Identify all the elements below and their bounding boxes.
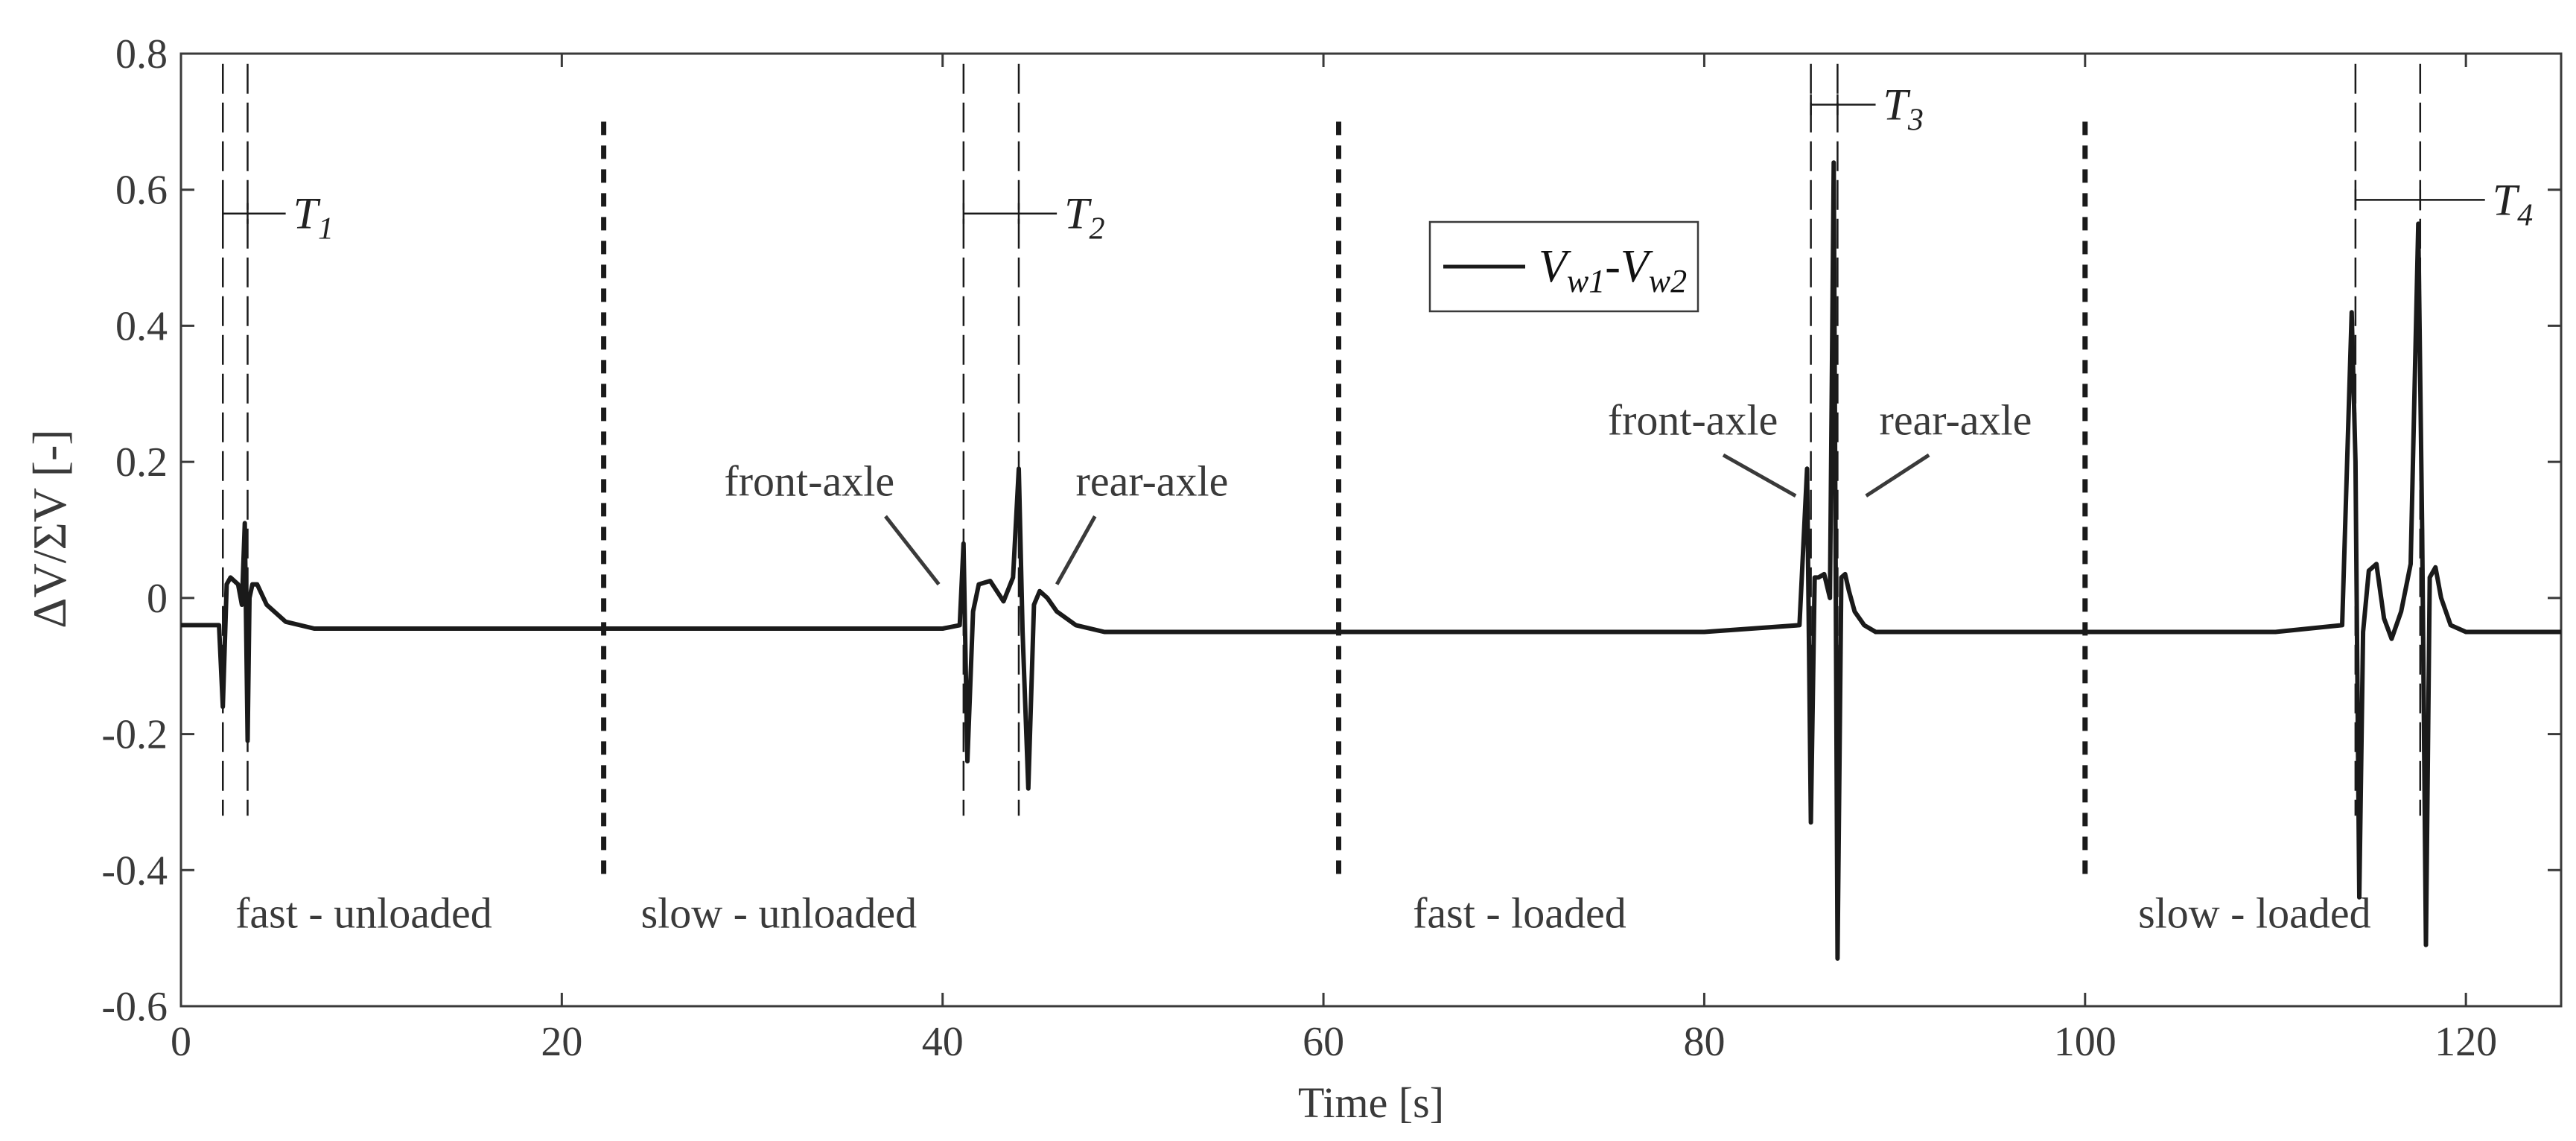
legend-entry-sub1: w1 [1567,263,1605,299]
axle-label: rear-axle [1880,395,2032,444]
section-label: fast - unloaded [235,889,492,938]
x-tick-label: 60 [1303,1019,1344,1065]
legend: Vw1-Vw2 [1428,220,1699,313]
x-tick-label: 0 [171,1019,191,1065]
axle-pointer-line [1722,453,1797,498]
legend-entry-v1: V [1539,241,1571,292]
period-marker-group: T1 T2 T3 T4 [221,80,2533,247]
section-label: fast - loaded [1413,889,1626,938]
legend-entry: Vw1-Vw2 [1539,241,1687,299]
axle-pointer-line [884,515,941,586]
legend-entry-sep: - [1605,241,1621,292]
dashed-marker-group [221,63,2422,816]
axle-label: front-axle [724,457,894,506]
y-tick-label: 0.8 [115,31,168,77]
x-tick-label: 20 [541,1019,582,1065]
tick-group: 0 20 40 60 80 100 120 -0.6 -0.4 -0.2 0 0.2 0.4 0.6 0.8 [101,31,2561,1065]
plot-frame [179,52,2563,1008]
period-label: T1 [293,189,334,247]
period-label: T4 [2493,175,2533,232]
legend-entry-v2: V [1621,241,1653,292]
section-divider-group [601,121,2088,880]
legend-entry-sub2: w2 [1649,263,1687,299]
axle-pointer-line [1055,515,1097,585]
period-label: T2 [1064,189,1104,247]
y-tick-label: 0 [147,576,168,622]
period-label: T3 [1883,80,1924,138]
y-axis-title: ΔV/ΣV [-] [23,429,76,628]
x-tick-label: 40 [922,1019,964,1065]
y-tick-label: 0.4 [115,303,168,349]
y-tick-label: 0.6 [115,168,168,214]
series-line-vw1-vw2 [181,160,2561,961]
x-tick-label: 80 [1683,1019,1725,1065]
y-tick-label: -0.4 [101,848,168,894]
axle-pointer-line [1865,453,1930,498]
annotation-group: fast - unloaded slow - unloaded fast - loa… [235,395,2370,937]
y-tick-label: -0.2 [101,712,168,758]
section-label: slow - unloaded [641,889,917,938]
x-axis-title: Time [s] [1298,1078,1444,1127]
x-tick-label: 120 [2435,1019,2497,1065]
y-tick-label: -0.6 [101,984,168,1030]
axle-label: front-axle [1608,395,1778,444]
y-tick-label: 0.2 [115,439,168,486]
axle-label: rear-axle [1076,457,1229,506]
x-tick-label: 100 [2054,1019,2117,1065]
section-label: slow - loaded [2138,889,2371,938]
